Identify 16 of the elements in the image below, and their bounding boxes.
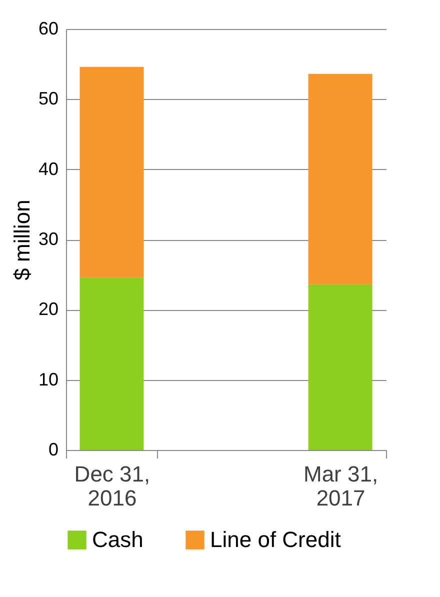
- x-tick-label: Mar 31, 2017: [303, 462, 378, 510]
- y-tick-label: 50: [38, 88, 58, 109]
- legend-label: Line of Credit: [210, 527, 341, 552]
- y-tick-label: 30: [38, 229, 58, 249]
- y-tick-label: 0: [48, 440, 58, 460]
- y-axis-title: $ million: [9, 200, 34, 280]
- bar: [80, 277, 144, 450]
- y-tick-label: 60: [38, 18, 58, 38]
- y-tick-label: 20: [38, 299, 58, 320]
- y-tick-label: 10: [38, 369, 58, 390]
- bar: [308, 284, 372, 450]
- x-tick-label: Dec 31, 2016: [74, 462, 150, 510]
- legend-label: Cash: [92, 527, 144, 552]
- bar: [80, 66, 144, 278]
- y-tick-label: 40: [38, 158, 58, 179]
- bar: [308, 74, 372, 284]
